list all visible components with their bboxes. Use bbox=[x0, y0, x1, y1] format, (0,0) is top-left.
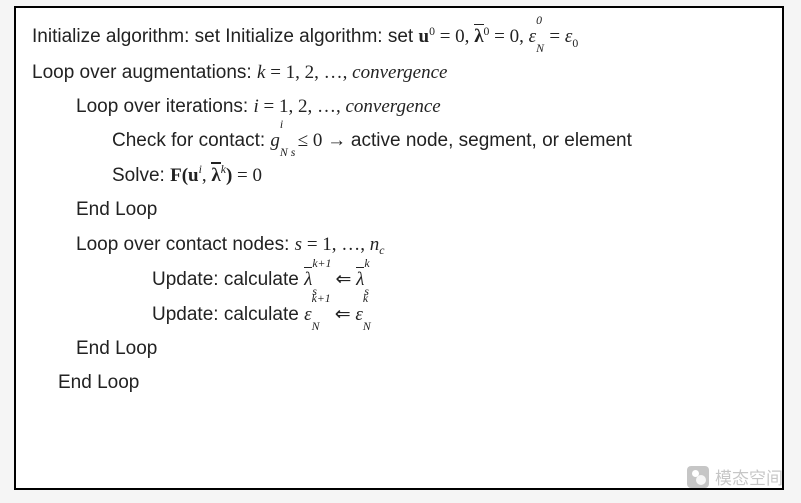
text: Loop over iterations: bbox=[76, 96, 253, 117]
text: Update: calculate bbox=[152, 304, 304, 325]
math: i = 1, 2, …, convergence bbox=[253, 96, 440, 117]
text: End Loop bbox=[76, 199, 157, 220]
eps-k1-N: k+1Nk+1 bbox=[312, 300, 330, 330]
math: εk+1Nk+1 ⇐ εkNk bbox=[304, 304, 369, 325]
line-end-loop-1: End Loop bbox=[32, 195, 766, 225]
text: End Loop bbox=[76, 338, 157, 359]
text: End Loop bbox=[58, 372, 139, 393]
wechat-icon bbox=[687, 466, 709, 488]
math-init: u0 = 0, λ0 = 0, ε0NN = ε0 bbox=[419, 26, 579, 47]
line-initialize: Initialize algorithm: set Initialize alg… bbox=[32, 22, 766, 54]
math: giN sNs ≤ 0 → bbox=[270, 130, 351, 151]
line-check-contact: Check for contact: giN sNs ≤ 0 → active … bbox=[32, 126, 766, 156]
watermark-text: 模态空间 bbox=[715, 464, 783, 489]
line-loop-contact-nodes: Loop over contact nodes: s = 1, …, nc bbox=[32, 230, 766, 262]
line-loop-augmentations: Loop over augmentations: k = 1, 2, …, co… bbox=[32, 58, 766, 88]
text: Solve: bbox=[112, 165, 170, 186]
text: active node, segment, or element bbox=[351, 130, 632, 151]
line-solve: Solve: F(ui, λk) = 0 bbox=[32, 161, 766, 191]
text: Check for contact: bbox=[112, 130, 270, 151]
text: Loop over augmentations: bbox=[32, 62, 257, 83]
watermark: 模态空间 bbox=[687, 464, 783, 489]
line-update-lambda: Update: calculate λk+1sk+1 ⇐ λksk bbox=[32, 265, 766, 295]
line-update-epsilon: Update: calculate εk+1Nk+1 ⇐ εkNk bbox=[32, 300, 766, 330]
line-loop-iterations: Loop over iterations: i = 1, 2, …, conve… bbox=[32, 92, 766, 122]
math: s = 1, …, nc bbox=[295, 234, 385, 255]
eps-k-N: kNk bbox=[363, 300, 369, 330]
text: Loop over contact nodes: bbox=[76, 234, 295, 255]
text: Update: calculate bbox=[152, 269, 304, 290]
algorithm-box: Initialize algorithm: set Initialize alg… bbox=[14, 6, 784, 490]
math: F(ui, λk) = 0 bbox=[170, 165, 262, 186]
text: Initialize algorithm: set Initialize alg… bbox=[32, 26, 419, 47]
eps-N-0: 0NN bbox=[536, 22, 545, 52]
math: λk+1sk+1 ⇐ λksk bbox=[304, 269, 370, 290]
line-end-loop-2: End Loop bbox=[32, 334, 766, 364]
g-i-Ns: iN sNs bbox=[280, 126, 293, 156]
math: k = 1, 2, …, convergence bbox=[257, 62, 447, 83]
line-end-loop-3: End Loop bbox=[32, 368, 766, 398]
